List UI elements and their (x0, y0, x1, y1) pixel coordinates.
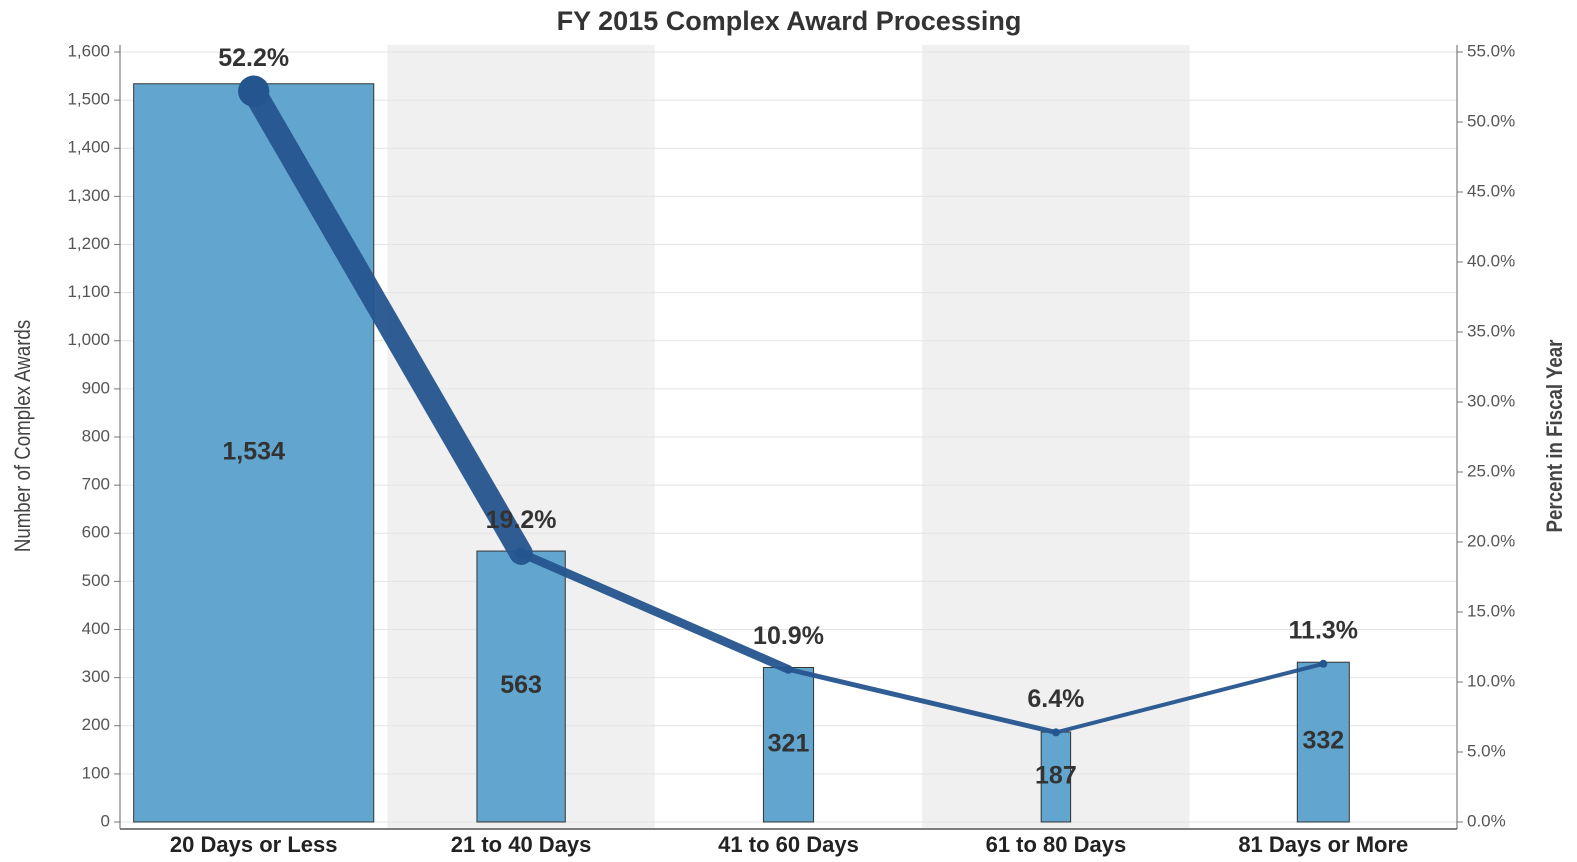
bar-value-label: 1,534 (222, 437, 285, 465)
y2-tick-label: 0.0% (1467, 811, 1506, 830)
y-tick-label: 600 (82, 523, 110, 542)
y-tick-label: 1,400 (67, 138, 110, 157)
y-tick-label: 1,500 (67, 90, 110, 109)
y-tick-label: 300 (82, 667, 110, 686)
y-tick-label: 400 (82, 619, 110, 638)
y2-tick-label: 25.0% (1467, 461, 1515, 480)
y-tick-label: 900 (82, 378, 110, 397)
y-tick-label: 500 (82, 571, 110, 590)
bar-value-label: 332 (1302, 727, 1344, 755)
y2-tick-label: 10.0% (1467, 671, 1515, 690)
y2-tick-label: 40.0% (1467, 251, 1515, 270)
line-segment (786, 666, 1059, 735)
y-tick-label: 1,600 (67, 41, 110, 60)
line-point (1051, 728, 1060, 737)
bar (1296, 661, 1350, 823)
x-tick-label: 41 to 60 Days (718, 832, 859, 857)
line-value-label: 11.3% (1289, 616, 1359, 644)
y2-tick-label: 30.0% (1467, 391, 1515, 410)
y-tick-label: 800 (82, 426, 110, 445)
bar (762, 667, 815, 823)
line-segment (516, 548, 793, 674)
y2-tick-label: 35.0% (1467, 321, 1515, 340)
y-axis-label: Number of Complex Awards (11, 320, 35, 552)
y2-tick-label: 15.0% (1467, 601, 1515, 620)
line-point (515, 547, 527, 559)
line-segment (241, 79, 533, 565)
y2-axis-label: Percent in Fiscal Year (1543, 339, 1567, 532)
y-tick-label: 1,200 (67, 234, 110, 253)
y2-tick-label: 50.0% (1467, 111, 1515, 130)
y-tick-label: 100 (82, 763, 110, 782)
x-tick-label: 61 to 80 Days (986, 832, 1127, 857)
line-point (784, 665, 793, 674)
line-value-label: 19.2% (486, 506, 557, 534)
y2-tick-label: 45.0% (1467, 181, 1515, 200)
bar-value-label: 321 (768, 729, 810, 757)
chart-title: FY 2015 Complex Award Processing (557, 6, 1022, 36)
bar (476, 550, 566, 823)
y-tick-label: 200 (82, 715, 110, 734)
x-tick-label: 81 Days or More (1238, 832, 1408, 857)
y2-tick-label: 5.0% (1467, 741, 1506, 760)
y-tick-label: 1,100 (67, 282, 110, 301)
line-segment (1053, 661, 1326, 735)
line-point (1319, 659, 1328, 668)
y-tick-label: 700 (82, 475, 110, 494)
y-tick-label: 1,000 (67, 330, 110, 349)
line-point (238, 75, 270, 107)
bar (1040, 731, 1072, 823)
y2-tick-label: 20.0% (1467, 531, 1515, 550)
y-tick-label: 0 (101, 811, 110, 830)
x-tick-label: 21 to 40 Days (451, 832, 592, 857)
line-value-label: 10.9% (753, 622, 824, 650)
y-tick-label: 1,300 (67, 186, 110, 205)
y2-tick-label: 55.0% (1467, 41, 1515, 60)
bar-value-label: 563 (500, 671, 542, 699)
bar-value-label: 187 (1035, 762, 1077, 790)
x-tick-label: 20 Days or Less (170, 832, 338, 857)
line-value-label: 52.2% (218, 44, 289, 72)
line-value-label: 6.4% (1027, 685, 1084, 713)
